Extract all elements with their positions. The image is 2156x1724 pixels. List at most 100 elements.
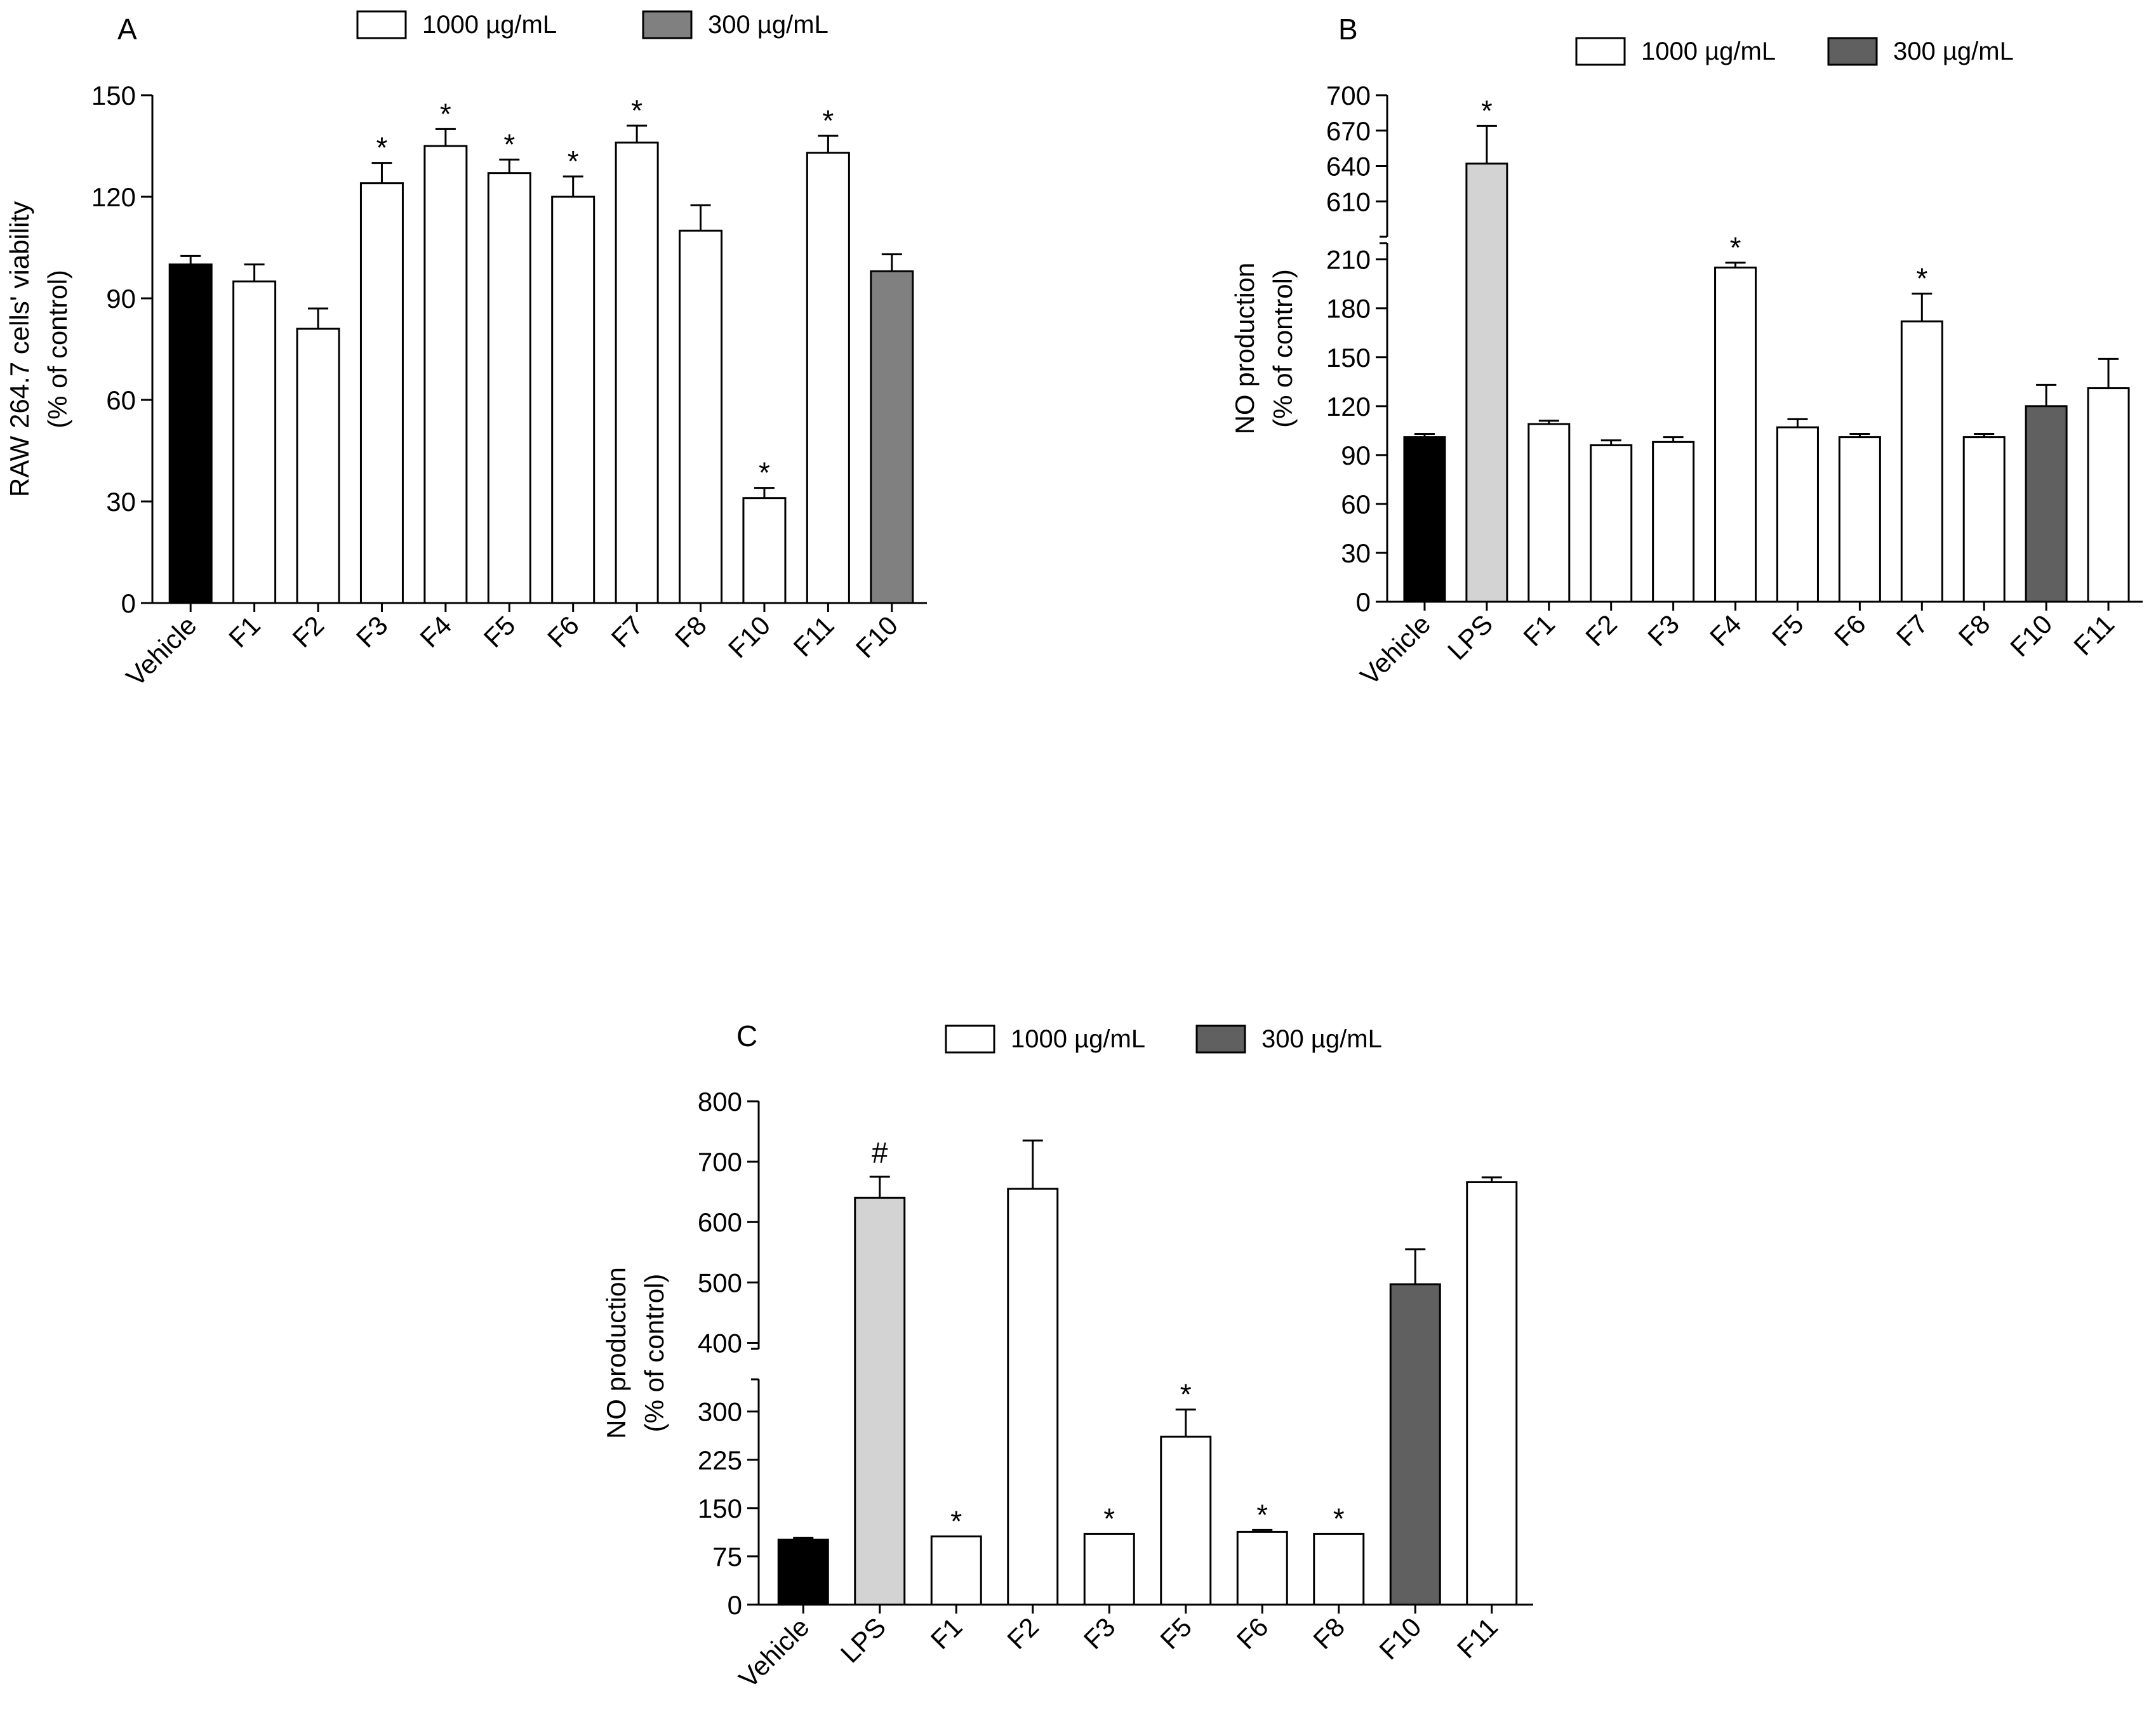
bar	[854, 1197, 906, 1606]
legend-swatch	[356, 10, 407, 39]
panel-b-chart: B 1000 µg/mL 300 µg/mL NO production (% of c…	[1230, 13, 2143, 691]
significance-mark: *	[1333, 1502, 1345, 1535]
x-category-label: F8	[669, 610, 712, 653]
significance-mark: *	[1481, 94, 1493, 127]
bar	[1838, 436, 1881, 603]
significance-mark: *	[1103, 1502, 1115, 1535]
y-tick-label: 0	[121, 588, 136, 618]
y-axis-title: (% of control)	[639, 1274, 669, 1433]
bar	[615, 142, 659, 604]
bar	[870, 270, 914, 604]
y-tick-label: 210	[1326, 245, 1371, 275]
legend-swatch	[945, 1024, 995, 1054]
bar	[1465, 162, 1508, 603]
y-tick-label: 700	[1326, 81, 1371, 110]
legend-swatch	[1827, 37, 1878, 66]
bar	[1236, 1530, 1288, 1606]
x-category-label: F11	[788, 610, 840, 662]
x-category-label: LPS	[1442, 609, 1498, 665]
y-axis-title: (% of control)	[43, 270, 72, 428]
y-axis-title: NO production	[1230, 263, 1260, 435]
x-category-label: LPS	[835, 1612, 891, 1668]
y-tick-label: 120	[1326, 392, 1371, 421]
y-axis-title: (% of control)	[1268, 269, 1298, 428]
legend-swatch	[1575, 37, 1626, 66]
y-tick-label: 150	[698, 1494, 742, 1523]
significance-mark: *	[822, 104, 834, 137]
significance-mark: #	[872, 1136, 888, 1169]
x-category-label: Vehicle	[121, 610, 203, 692]
bar	[296, 328, 340, 604]
legend-label: 1000 µg/mL	[1641, 37, 1776, 65]
y-tick-label: 800	[698, 1087, 742, 1117]
bar	[1962, 436, 2006, 603]
x-category-label: F10	[722, 610, 776, 663]
legend-label: 300 µg/mL	[1893, 37, 2014, 65]
legend-label: 1000 µg/mL	[422, 11, 557, 39]
y-axis-title: NO production	[601, 1267, 631, 1439]
bar	[930, 1535, 982, 1606]
y-tick-label: 90	[106, 284, 136, 314]
bar	[1527, 423, 1571, 603]
y-tick-label: 75	[712, 1542, 742, 1572]
bar	[742, 497, 787, 604]
panel-a-chart: A 1000 µg/mL 300 µg/mL RAW 264.7 cells' via…	[4, 10, 927, 692]
y-tick-label: 225	[698, 1445, 742, 1475]
x-category-label: Vehicle	[1354, 609, 1436, 691]
bar	[168, 263, 213, 604]
bar	[1900, 320, 1943, 603]
x-category-label: F7	[1891, 609, 1934, 652]
x-category-label: F3	[350, 610, 394, 653]
y-tick-label: 600	[698, 1207, 742, 1237]
bar	[487, 172, 531, 604]
y-tick-label: 0	[728, 1590, 742, 1620]
bar	[359, 182, 404, 604]
y-tick-label: 300	[698, 1397, 742, 1427]
x-category-label: F10	[2004, 609, 2058, 662]
bar	[551, 196, 596, 604]
x-category-label: Vehicle	[733, 1612, 815, 1694]
x-category-label: F5	[1766, 609, 1809, 652]
bar	[1466, 1181, 1518, 1606]
x-category-label: F2	[287, 610, 330, 653]
x-category-label: F8	[1307, 1612, 1350, 1655]
y-tick-label: 700	[698, 1147, 742, 1177]
bar	[1652, 441, 1695, 603]
significance-mark: *	[759, 456, 770, 489]
y-tick-label: 180	[1326, 294, 1371, 324]
y-tick-label: 610	[1326, 187, 1371, 216]
y-tick-label: 30	[1341, 538, 1371, 568]
significance-mark: *	[440, 97, 451, 130]
bar	[1714, 267, 1757, 603]
bar	[1007, 1188, 1059, 1606]
x-category-label: F6	[1828, 609, 1872, 652]
panel-c-chart: C 1000 µg/mL 300 µg/mL NO production (% of c…	[601, 1019, 1533, 1694]
bar	[2025, 405, 2068, 603]
y-tick-label: 60	[106, 385, 136, 415]
significance-mark: *	[568, 145, 579, 178]
bar	[232, 280, 277, 604]
x-category-label: F6	[1231, 1612, 1274, 1655]
x-category-label: F10	[850, 610, 903, 663]
panel-label: C	[736, 1019, 757, 1052]
legend-swatch	[1195, 1024, 1246, 1054]
bar	[1590, 444, 1633, 603]
bar	[423, 145, 468, 604]
bar	[777, 1539, 829, 1606]
y-tick-label: 120	[91, 182, 136, 212]
y-tick-label: 670	[1326, 116, 1371, 146]
bar	[806, 152, 850, 604]
x-category-label: F10	[1373, 1612, 1427, 1665]
y-tick-label: 0	[1356, 587, 1371, 617]
x-category-label: F8	[1953, 609, 1996, 652]
x-category-label: F11	[1451, 1612, 1503, 1664]
x-category-label: F3	[1078, 1612, 1121, 1655]
y-tick-label: 30	[106, 487, 136, 517]
bar	[1160, 1435, 1212, 1606]
y-tick-label: 640	[1326, 152, 1371, 182]
y-tick-label: 400	[698, 1328, 742, 1358]
bar	[679, 229, 723, 604]
y-tick-label: 60	[1341, 489, 1371, 519]
bar	[1313, 1532, 1365, 1606]
bar	[1083, 1532, 1135, 1606]
